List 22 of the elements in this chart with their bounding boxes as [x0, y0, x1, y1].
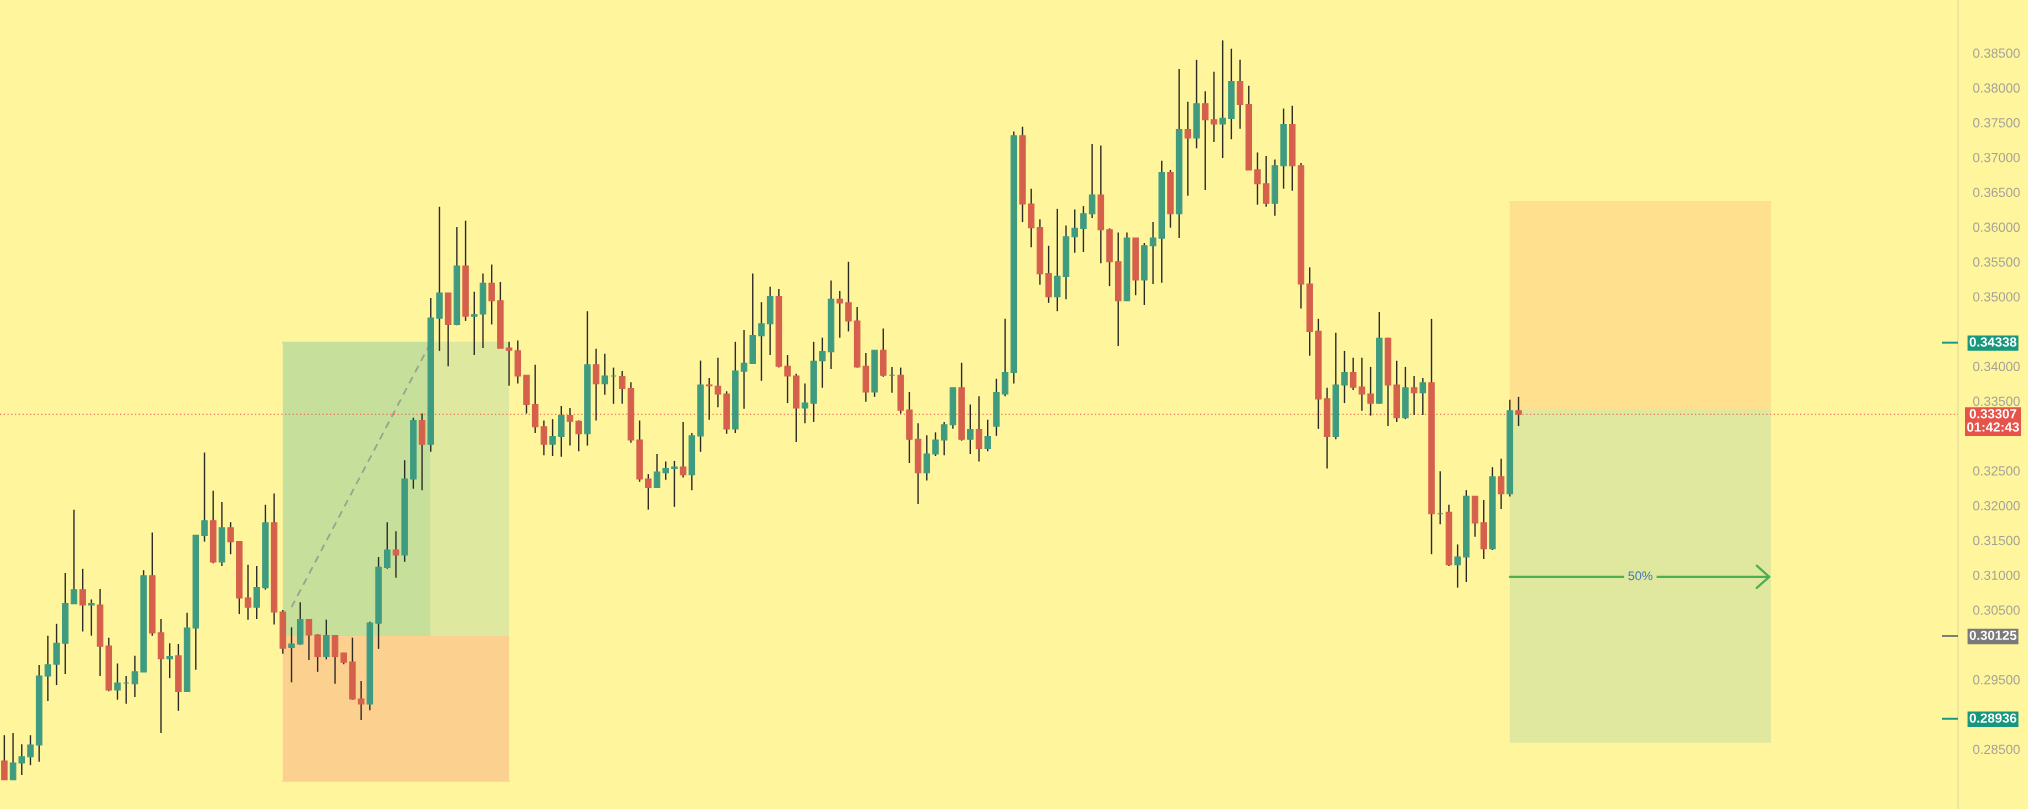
y-tick-label: 0.35500	[1973, 257, 2020, 267]
ref-line-label: 0.28936	[1969, 713, 2017, 723]
y-tick-label: 0.30500	[1973, 605, 2020, 615]
y-tick-label: 0.37000	[1973, 152, 2020, 163]
ref-line-label: 0.34338	[1969, 337, 2017, 347]
annotation: 50%	[1628, 571, 1653, 581]
y-tick-label: 0.32500	[1973, 466, 2020, 476]
y-tick-label: 0.38000	[1973, 83, 2020, 93]
ref-line-label: 0.33307 01:42:43	[1967, 409, 2019, 432]
y-tick-label: 0.34000	[1973, 361, 2020, 372]
y-tick-label: 0.35000	[1973, 292, 2020, 302]
y-tick-label: 0.36000	[1973, 222, 2020, 232]
y-tick-label: 0.36500	[1973, 187, 2020, 198]
y-tick-label: 0.33500	[1973, 396, 2020, 406]
y-tick-label: 0.37500	[1973, 118, 2020, 128]
y-tick-label: 0.29500	[1973, 675, 2020, 685]
y-tick-label: 0.32000	[1973, 501, 2020, 511]
y-tick-label: 0.28500	[1973, 744, 2020, 755]
y-tick-label: 0.38500	[1973, 48, 2020, 58]
ref-line-label: 0.30125	[1969, 630, 2017, 641]
y-tick-label: 0.31000	[1973, 570, 2020, 580]
y-tick-label: 0.31500	[1973, 535, 2020, 546]
